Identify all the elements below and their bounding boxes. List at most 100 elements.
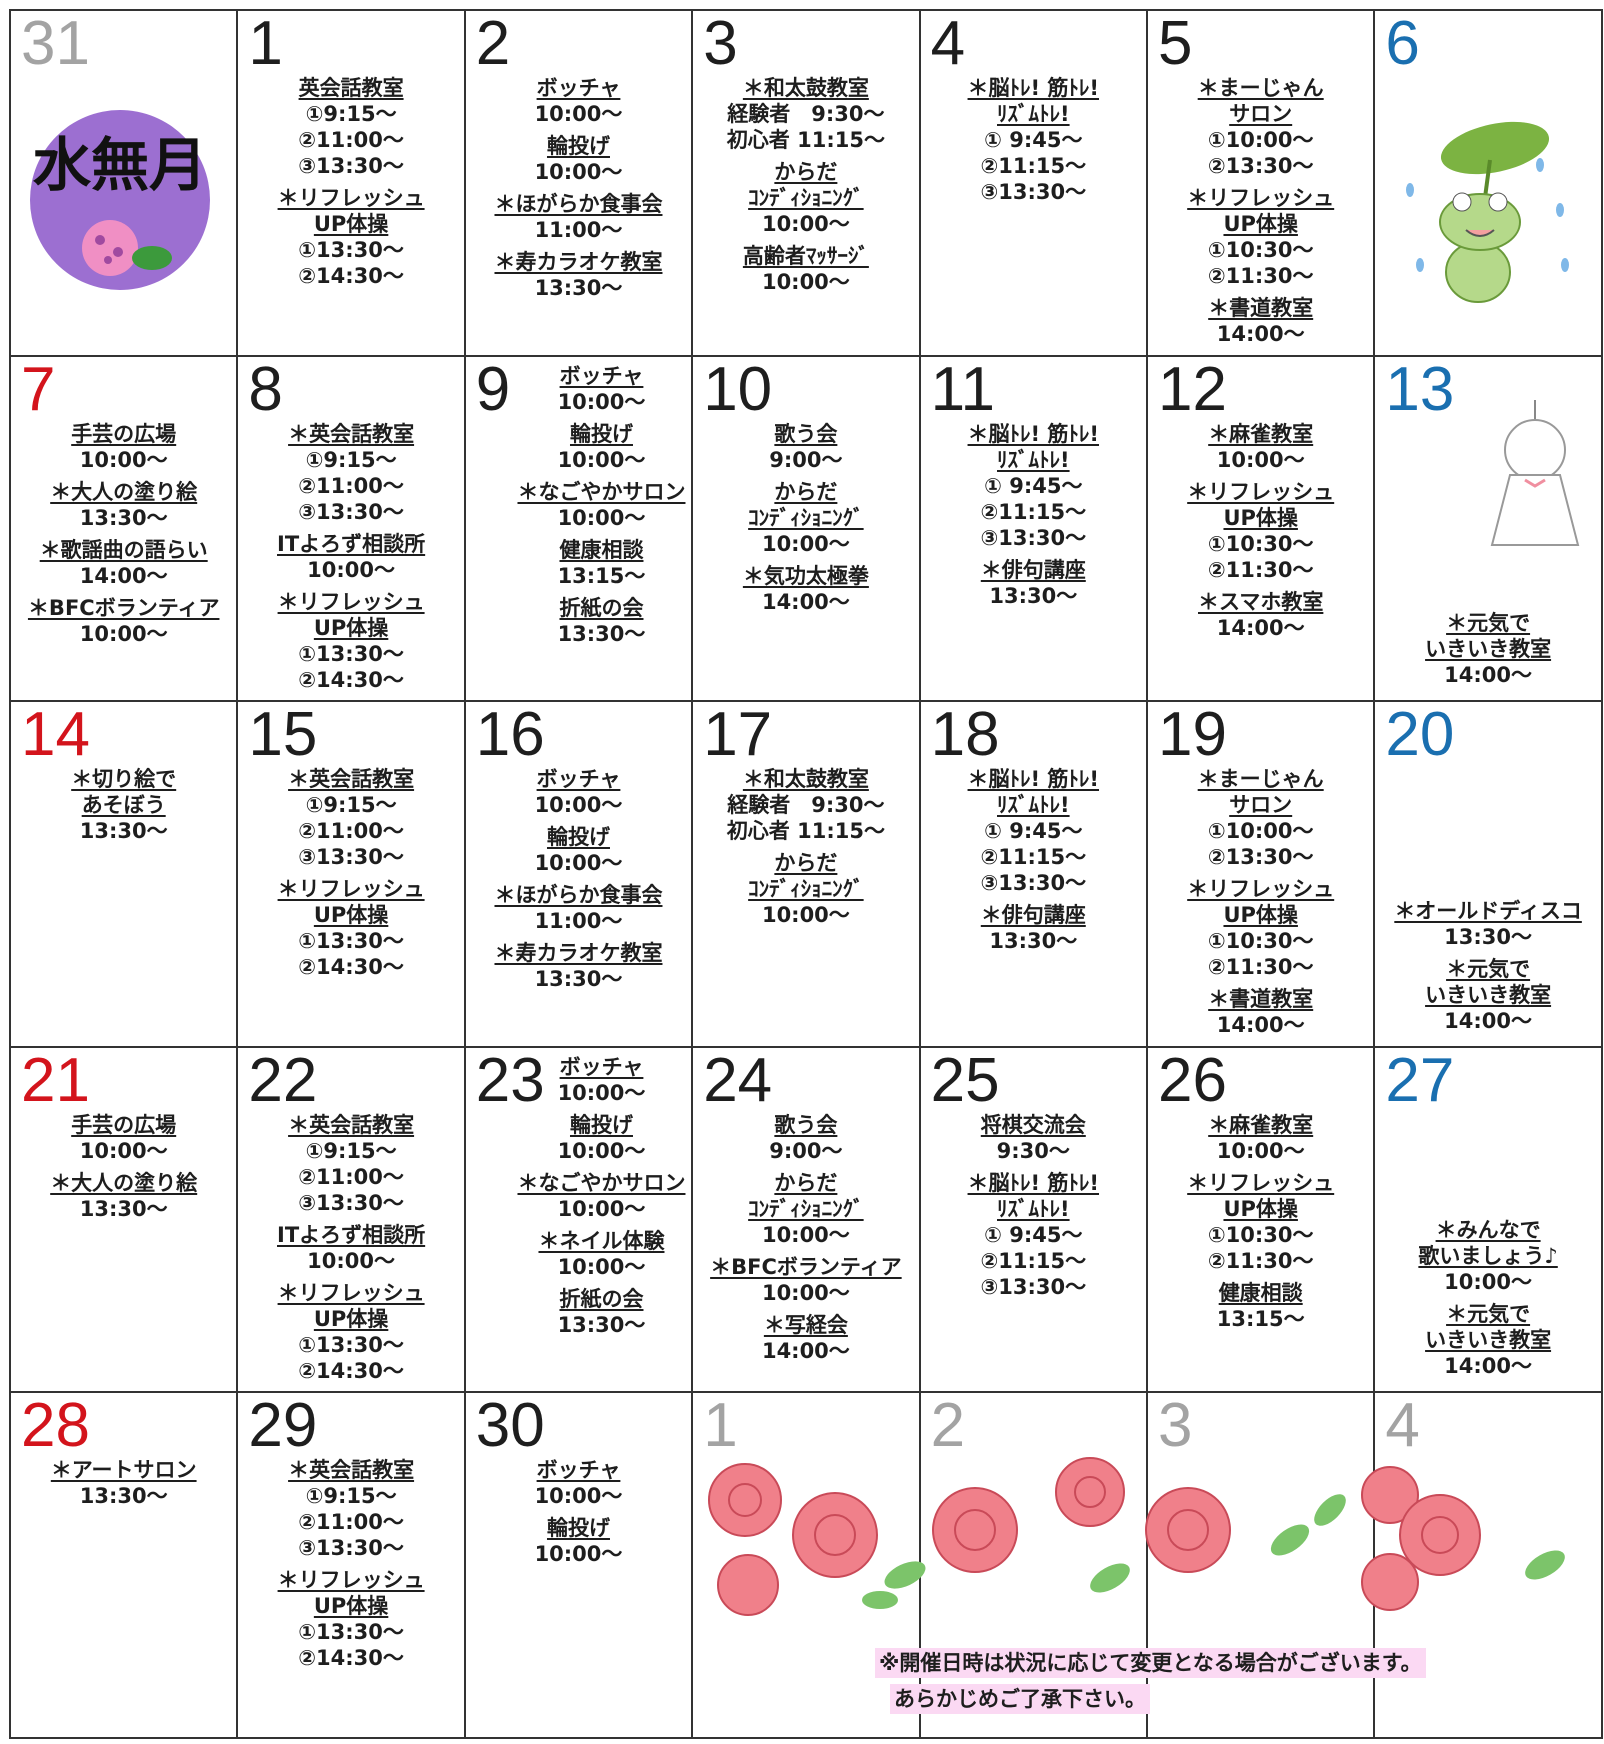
event-time: 10:00～ (1216, 447, 1305, 472)
event-title: 輪投げ (468, 133, 689, 159)
event-title: 輪投げ (468, 1515, 689, 1541)
event: ボッチャ 10:00～ (514, 1054, 689, 1106)
event-title-text: 英会話教室 (298, 76, 404, 100)
event-title-text: ＊スマホ教室 (1198, 589, 1324, 614)
event-time: ①9:15～ (305, 793, 397, 818)
event-title: ＊なごやかサロン (514, 479, 689, 505)
event-title-text: ﾘｽﾞﾑﾄﾚ! (997, 102, 1070, 126)
day-number: 29 (248, 1391, 318, 1461)
event-list: ボッチャ 10:00～ 輪投げ 10:00～ ＊なごやかサロン 10:00～ 健康相談 13:… (514, 363, 689, 653)
event-time: ③13:30～ (298, 154, 404, 178)
event-list: ＊オールドディスコ 13:30～ ＊元気で いきいき教室 14:00～ (1377, 898, 1598, 1040)
event-title: ＊BFCボランティア (695, 1254, 916, 1280)
day-cell: 7 手芸の広場 10:00～ ＊大人の塗り絵 13:30～ ＊歌謡曲の語らい 14:00～＊… (9, 354, 239, 703)
event-title-text: 健康相談 (1218, 1280, 1303, 1305)
day-cell: 8 ＊英会話教室 ①9:15～ ②11:00～ ③13:30～ ITよろず相談所 10:00… (236, 354, 466, 703)
event-time: 14:00～ (79, 563, 168, 588)
event-title: ボッチャ (514, 363, 689, 389)
day-number: 11 (930, 354, 995, 424)
event: ＊なごやかサロン 10:00～ (514, 1170, 689, 1222)
event-title-text: UP体操 (313, 903, 389, 928)
event-list: ＊脳ﾄﾚ! 筋ﾄﾚ! ﾘｽﾞﾑﾄﾚ! ① 9:45～ ②11:15～ ③13:30～ (923, 75, 1144, 211)
event-title: ＊切り絵で (13, 766, 234, 792)
event-title: ﾘｽﾞﾑﾄﾚ! (923, 101, 1144, 127)
day-number: 16 (475, 700, 545, 770)
event-time: 10:00～ (761, 212, 850, 236)
event-title: 輪投げ (514, 421, 689, 447)
event-title-text: いきいき教室 (1425, 637, 1552, 662)
event-time: 10:00～ (557, 1254, 646, 1279)
event-title: ＊英会話教室 (240, 1457, 461, 1483)
event-time: ②11:30～ (1207, 557, 1314, 582)
day-cell: 3 (1146, 1391, 1376, 1739)
day-cell: 10 歌う会 9:00～ からだ ｺﾝﾃﾞｨｼｮﾆﾝｸﾞ 10:00～ ＊気功太極拳 14:0… (691, 354, 921, 703)
event: ＊ほがらか食事会 11:00～ (468, 882, 689, 934)
event-list: ＊麻雀教室 10:00～ ＊リフレッシュ UP体操 ①10:30～ ②11:30～ 健康相談… (1150, 1112, 1371, 1338)
event-title-text: ＊ほがらか食事会 (494, 883, 663, 908)
event-title-text: 健康相談 (559, 537, 644, 562)
event-title: ＊リフレッシュ (1150, 479, 1371, 505)
event-list: ＊みんなで 歌いましょう♪ 10:00～ ＊元気で いきいき教室 14:00～ (1377, 1217, 1598, 1385)
event-title-text: ｺﾝﾃﾞｨｼｮﾆﾝｸﾞ (748, 877, 864, 902)
event-time: 10:00～ (307, 557, 396, 582)
event-title-text: からだ (774, 851, 838, 876)
event-time: 10:00～ (1444, 1270, 1533, 1295)
event-time: ① 9:45～ (984, 819, 1083, 844)
event: ＊リフレッシュ UP体操 ①13:30～ ②14:30～ (240, 589, 461, 693)
event-title-text: サロン (1229, 793, 1293, 818)
event-time: ②13:30～ (1207, 845, 1314, 870)
day-number: 18 (930, 700, 1000, 770)
event-list: ＊脳ﾄﾚ! 筋ﾄﾚ! ﾘｽﾞﾑﾄﾚ! ① 9:45～ ②11:15～ ③13:30～ ＊俳… (923, 766, 1144, 960)
event-title-text: ＊元気で (1446, 1302, 1531, 1327)
event-title: ＊ほがらか食事会 (468, 191, 689, 217)
event-title: ＊英会話教室 (240, 766, 461, 792)
day-number: 23 (475, 1045, 545, 1115)
event-list: 歌う会 9:00～ からだ ｺﾝﾃﾞｨｼｮﾆﾝｸﾞ 10:00～ ＊気功太極拳 14:00～ (695, 421, 916, 621)
event: 輪投げ 10:00～ (468, 1515, 689, 1567)
event-title-text: ITよろず相談所 (277, 531, 426, 556)
event-title-text: ﾘｽﾞﾑﾄﾚ! (997, 1196, 1070, 1221)
event-title-text: ＊リフレッシュ (1187, 186, 1335, 210)
event-title-text: 歌う会 (774, 1112, 838, 1137)
event: ＊元気で いきいき教室 14:00～ (1377, 1301, 1598, 1379)
day-number: 4 (930, 9, 966, 78)
day-cell: 6 (1373, 9, 1603, 357)
event: 手芸の広場 10:00～ (13, 1112, 234, 1164)
event: ＊まーじゃん サロン ①10:00～ ②13:30～ (1150, 766, 1371, 870)
event-time: ②11:00～ (298, 1510, 404, 1535)
event: ＊気功太極拳 14:00～ (695, 563, 916, 615)
day-cell: 28 ＊アートサロン 13:30～ (9, 1391, 239, 1739)
event-title-text: 折紙の会 (559, 595, 644, 620)
event-time: 14:00～ (761, 589, 850, 614)
event-time: ①10:00～ (1207, 128, 1314, 152)
event-time: 13:30～ (557, 621, 646, 646)
event-time: 10:00～ (79, 621, 168, 646)
event-time: ③13:30～ (298, 499, 404, 524)
event: ＊麻雀教室 10:00～ (1150, 1112, 1371, 1164)
event-title-text: ＊リフレッシュ (277, 1568, 425, 1593)
day-cell: 5 ＊まーじゃん サロン ①10:00～ ②13:30～ ＊リフレッシュ UP体操 ①10:3… (1146, 9, 1376, 357)
event: ＊リフレッシュ UP体操 ①13:30～ ②14:30～ (240, 876, 461, 980)
event-title-text: ＊気功太極拳 (742, 563, 869, 588)
event-title: ＊リフレッシュ (1150, 876, 1371, 902)
event-time: 14:00～ (1216, 615, 1305, 640)
event-list: ＊英会話教室 ①9:15～ ②11:00～ ③13:30～ ITよろず相談所 10:00～… (240, 421, 461, 699)
event-title-text: サロン (1229, 102, 1293, 126)
event-title-text: ＊寿カラオケ教室 (494, 941, 663, 966)
event-list: ボッチャ 10:00～ 輪投げ 10:00～ ＊ほがらか食事会 11:00～ ＊寿カラオケ教… (468, 75, 689, 307)
event-title: 折紙の会 (514, 1286, 689, 1312)
event-list: ＊元気で いきいき教室 14:00～ (1377, 610, 1598, 694)
event-time: 10:00～ (557, 447, 646, 472)
event-title: ＊脳ﾄﾚ! 筋ﾄﾚ! (923, 1170, 1144, 1196)
event: ＊リフレッシュ UP体操 ①10:30～ ②11:30～ (1150, 876, 1371, 980)
event-title: ＊リフレッシュ (1150, 185, 1371, 211)
day-number: 21 (21, 1045, 90, 1115)
event: ＊麻雀教室 10:00～ (1150, 421, 1371, 473)
event-title-text: ＊大人の塗り絵 (50, 1170, 198, 1195)
day-number: 4 (1385, 1391, 1420, 1461)
event-title-text: からだ (774, 160, 838, 184)
event-title: ｺﾝﾃﾞｨｼｮﾆﾝｸﾞ (695, 505, 916, 531)
event: ＊書道教室 14:00～ (1150, 986, 1371, 1038)
event: ＊英会話教室 ①9:15～ ②11:00～ ③13:30～ (240, 1112, 461, 1216)
event-title: ＊リフレッシュ (240, 185, 461, 211)
